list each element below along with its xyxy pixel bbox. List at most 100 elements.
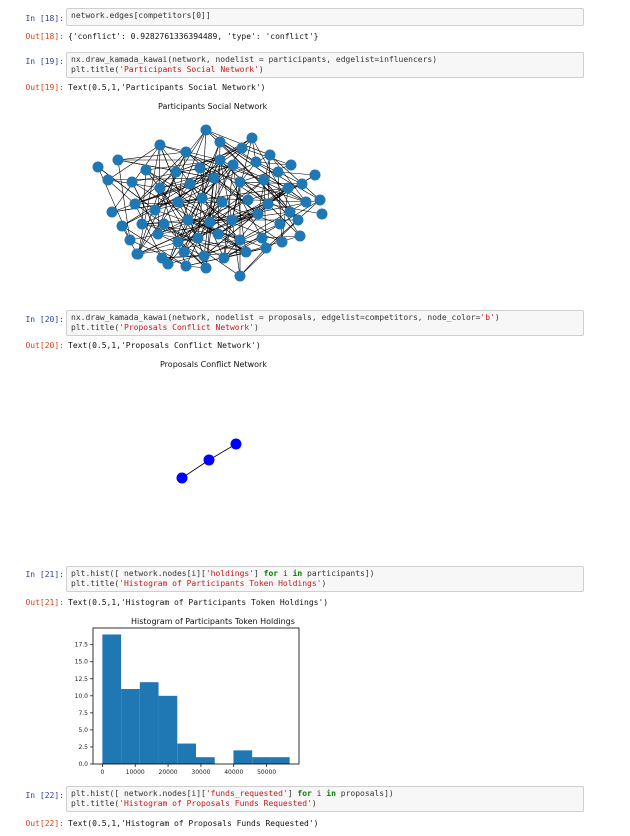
network-edge [265,199,321,249]
network-node [234,176,246,188]
network-edge [117,159,131,241]
network-node [316,208,328,220]
y-tick-label: 10.0 [75,693,89,700]
x-tick-label: 50000 [257,769,276,776]
network-node [136,218,148,230]
network-node [276,236,288,248]
code-line-2-pre: plt.title( [71,799,120,808]
code-line-1-post: ) [494,313,500,322]
conflict-node [203,454,215,466]
network-edge [177,159,221,203]
cell-output: Text(0.5,1,'Histogram of Proposals Funds… [68,819,319,828]
code-line-1-mid: ] [287,789,298,798]
code-string: 'Histogram of Participants Token Holding… [119,579,322,588]
network-edge [231,219,241,277]
network-edge [219,141,291,213]
holdings-histogram: 0 10000 20000 30000 40000 50000 0.0 2.5 5.0 7.5 10… [75,627,300,776]
network-node [180,146,192,158]
histogram-bar [102,634,122,764]
histogram-bar [177,743,196,764]
network-edge [189,183,241,241]
network-node [226,214,238,226]
network-edge [223,199,321,259]
network-edge [145,169,199,239]
network-edge [107,179,136,205]
network-node [236,142,248,154]
network-edge [277,171,283,243]
y-tick-label: 15.0 [75,659,89,666]
network-node [309,169,321,181]
network-node [258,174,270,186]
network-node [252,208,264,220]
network-node [126,176,138,188]
histogram-bar [196,757,215,764]
x-tick-label: 10000 [126,769,145,776]
network-node [192,232,204,244]
out-prompt: Out[19]: [25,83,64,92]
network-edge [281,187,289,243]
code-input[interactable]: nx.draw_kamada_kawai(network, nodelist =… [66,310,584,336]
network-node [285,159,297,171]
network-node [260,242,272,254]
histogram-title: Histogram of Participants Token Holdings [131,617,295,626]
network-edge [213,177,249,201]
network-node [198,250,210,262]
code-keyword-in: in [292,569,303,578]
network-edge [97,166,156,211]
y-tick-label: 5.0 [78,727,88,734]
network-node [284,206,296,218]
network-nodes [92,124,328,282]
y-tick-label: 0.0 [78,761,88,768]
code-line-2-post: ) [254,323,259,332]
network-node [106,206,118,218]
network-node [149,204,161,216]
code-string: 'holdings' [205,569,255,578]
network-edge [177,141,221,243]
network-edge [219,159,233,221]
y-tick-label: 2.5 [78,744,88,751]
network-node [131,248,143,260]
network-node [272,166,284,178]
network-edge [267,203,323,215]
proposals-conflict-graph [176,438,242,484]
network-node [184,178,196,190]
participants-network-graph [92,124,328,282]
network-edge [107,144,161,181]
network-edge [163,223,241,277]
x-tick-label: 30000 [191,769,210,776]
network-node [227,159,239,171]
conflict-node [230,438,242,450]
code-line: network.edges[competitors[0]] [71,11,211,20]
network-edge [137,187,161,255]
network-node [116,220,128,232]
network-node [314,194,326,206]
network-edge [209,199,249,223]
code-line-1-pre: plt.hist([ network.nodes[i][ [71,789,206,798]
network-node [282,182,294,194]
network-node [294,230,306,242]
network-node [204,216,216,228]
code-input[interactable]: plt.hist([ network.nodes[i]['holdings'] … [66,566,584,592]
network-edge [159,187,207,269]
network-edge [134,203,163,259]
code-line-1-pre: nx.draw_kamada_kawai(network, nodelist =… [71,313,481,322]
code-input[interactable]: network.edges[competitors[0]] [66,8,584,26]
network-node [152,228,164,240]
network-node [154,139,166,151]
network-edge [239,247,267,277]
network-node [216,196,228,208]
network-node [172,236,184,248]
y-tick-label: 17.5 [75,642,89,649]
network-edge [185,151,269,205]
network-edge [145,159,221,171]
network-edge [201,129,207,199]
network-edge [154,177,215,211]
network-edge [217,187,289,235]
code-input[interactable]: nx.draw_kamada_kawai(network, nodelist =… [66,52,584,78]
network-node [162,258,174,270]
network-edge [269,154,321,201]
network-edge [277,171,316,176]
network-edge [177,213,259,243]
x-tick-label: 0 [100,769,104,776]
code-input[interactable]: plt.hist([ network.nodes[i]['funds_reque… [66,786,584,812]
